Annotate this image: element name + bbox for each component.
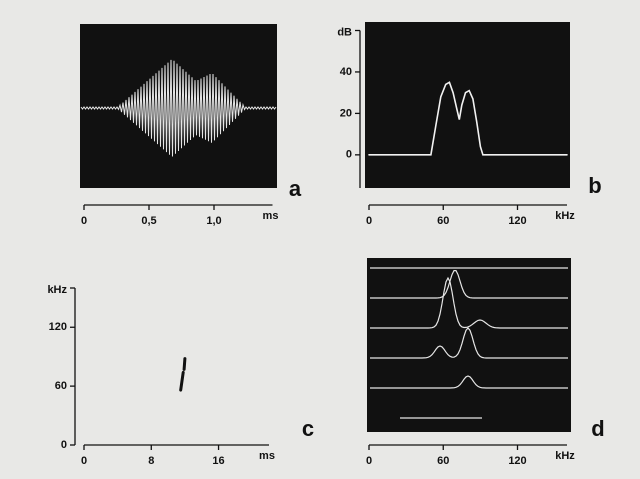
panel-label: c [302, 416, 314, 441]
x-unit: ms [263, 210, 279, 222]
x-tick-label: 120 [508, 215, 526, 227]
panel-label: d [591, 416, 604, 441]
waterfall-trace [370, 375, 568, 389]
panel-label: b [588, 173, 601, 198]
data-line [368, 81, 568, 156]
y-unit: kHz [47, 284, 67, 296]
y-tick-label: 20 [340, 107, 352, 119]
x-unit: kHz [555, 210, 575, 222]
y-unit: dB [337, 26, 352, 38]
y-tick-label: 120 [49, 321, 67, 333]
y-tick-label: 60 [55, 380, 67, 392]
data-line [179, 357, 187, 392]
panel-label: a [289, 176, 302, 201]
panel-d-screen [367, 258, 571, 432]
x-tick-label: 0 [366, 455, 372, 467]
x-tick-label: 60 [437, 455, 449, 467]
x-tick-label: 0,5 [141, 215, 156, 227]
panel-b-screen [365, 22, 570, 188]
x-tick-label: 16 [212, 455, 224, 467]
x-tick-label: 120 [508, 455, 526, 467]
y-tick-label: 0 [61, 439, 67, 451]
x-tick-label: 1,0 [206, 215, 221, 227]
x-tick-label: 0 [366, 215, 372, 227]
x-unit: kHz [555, 450, 575, 462]
x-tick-label: 8 [148, 455, 154, 467]
y-tick-label: 0 [346, 149, 352, 161]
x-tick-label: 0 [81, 215, 87, 227]
waterfall-trace [370, 276, 568, 329]
waterfall-trace [370, 270, 568, 299]
x-tick-label: 0 [81, 455, 87, 467]
y-tick-label: 40 [340, 66, 352, 78]
waterfall-traces [370, 267, 568, 419]
x-tick-label: 60 [437, 215, 449, 227]
x-unit: ms [259, 450, 275, 462]
waterfall-trace [370, 327, 568, 359]
panel-a-screen [80, 24, 277, 188]
oscillogram-trace [80, 59, 277, 157]
